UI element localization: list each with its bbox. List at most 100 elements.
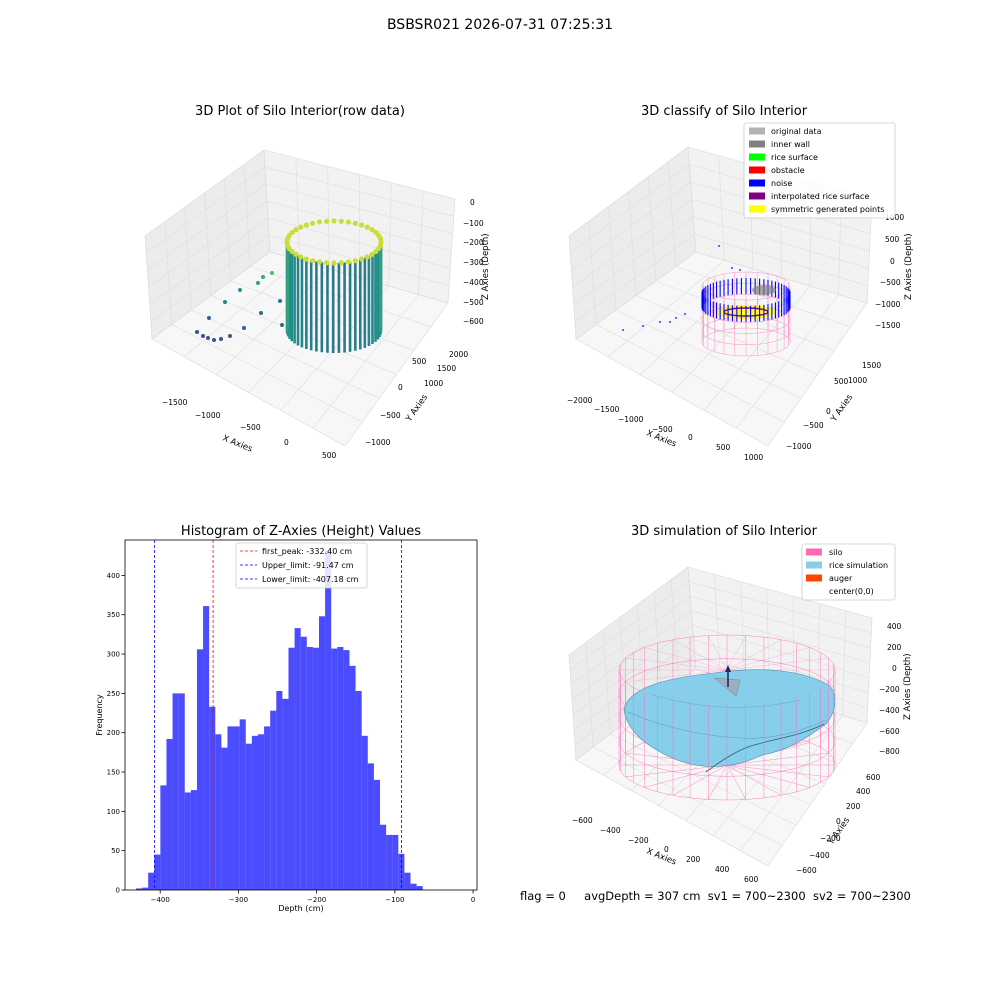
sim-xtick: 600 [744, 875, 759, 884]
histogram-bar [282, 698, 289, 890]
data-point [352, 220, 358, 226]
simulation-silo-wireframe-front [618, 670, 836, 800]
legend-label: rice simulation [829, 561, 888, 570]
histogram-bar [209, 706, 216, 890]
histogram-bar [410, 883, 417, 890]
data-point [377, 236, 384, 242]
classify-z-axis-label: Z Axies (Depth) [904, 233, 914, 300]
raw-ztick: −400 [463, 278, 484, 287]
histogram-bar [355, 691, 362, 890]
histogram-bar [196, 649, 204, 890]
simulation-legend: silo rice simulation auger center(0,0) [801, 543, 896, 601]
cls-xtick: 1000 [744, 453, 763, 462]
legend-label: auger [829, 574, 853, 583]
raw-ztick: −500 [463, 298, 484, 307]
histogram-bar [386, 834, 393, 890]
raw-ytick: −500 [380, 411, 401, 420]
sim-xtick: 200 [686, 855, 701, 864]
legend-swatch [749, 166, 765, 174]
classify-legend: original data inner wall rice surface ob… [743, 122, 896, 219]
histogram-bar [276, 691, 283, 890]
raw-ztick: −300 [463, 258, 484, 267]
raw-ztick: −600 [463, 317, 484, 326]
histogram-legend: first_peak: -332.40 cm Upper_limit: -91.… [235, 542, 368, 589]
legend-label: first_peak: -332.40 cm [262, 547, 352, 556]
legend-swatch [749, 127, 765, 135]
data-point [345, 259, 352, 265]
y-tick-label: 50 [111, 847, 120, 855]
cls-ztick: 0 [890, 257, 895, 266]
cls-ytick: 1500 [862, 361, 881, 370]
raw-3d-plot: −1500 −1000 −500 0 500 −1000 −500 0 500 … [144, 149, 491, 460]
simulation-plot-title: 3D simulation of Silo Interior [631, 524, 817, 539]
histogram-reference-lines [154, 540, 402, 890]
data-point [201, 334, 205, 338]
histogram-bar [343, 650, 350, 890]
histogram-bar [166, 738, 173, 890]
y-tick-label: 400 [107, 572, 120, 580]
histogram-bar [404, 872, 411, 890]
data-point [219, 337, 223, 341]
histogram-bar [325, 550, 332, 890]
data-point [364, 254, 370, 260]
histogram-bar [331, 648, 338, 890]
legend-label: noise [771, 179, 792, 188]
data-point [369, 251, 375, 257]
cls-xtick: −2000 [567, 396, 593, 405]
histogram-bar [154, 854, 161, 890]
histogram-bar [172, 693, 179, 890]
histogram-bar [367, 763, 374, 890]
x-tick-label: −200 [307, 896, 326, 904]
histogram-bar [416, 886, 423, 890]
sim-ytick: −600 [796, 866, 817, 875]
classify-3d-plot: −2000 −1500 −1000 −500 0 500 1000 −1000 … [567, 122, 914, 462]
data-point [331, 218, 337, 224]
data-point [324, 218, 330, 224]
data-point [256, 281, 260, 285]
raw-xtick: 0 [284, 438, 289, 447]
histogram-x-ticks: −400 −300 −200 −100 0 [151, 890, 475, 904]
histogram-bar [190, 790, 197, 890]
inner-wall-points [752, 285, 776, 295]
cls-ytick: −1000 [786, 442, 812, 451]
histogram-bar [142, 887, 149, 890]
legend-label: obstacle [771, 166, 805, 175]
sim-ztick: −800 [879, 747, 900, 756]
cls-ytick: −500 [803, 421, 824, 430]
histogram-bar [349, 665, 356, 890]
data-point [369, 227, 375, 233]
sim-xtick: −600 [572, 816, 593, 825]
legend-label: Upper_limit: -91.47 cm [262, 561, 354, 570]
histogram-bar [264, 726, 271, 890]
histogram-y-axis-label: Frequency [95, 694, 104, 736]
legend-label: Lower_limit: -407.18 cm [262, 575, 359, 584]
simulation-x-axis-label: X Axies [645, 847, 678, 868]
raw-ytick: 1500 [437, 364, 456, 373]
y-tick-label: 0 [116, 887, 120, 895]
legend-label: rice surface [771, 153, 818, 162]
histogram-bar [373, 779, 381, 890]
cls-ztick: −1000 [875, 300, 901, 309]
data-point [316, 259, 323, 265]
legend-label: inner wall [771, 140, 810, 149]
histogram-bar [392, 834, 399, 890]
y-tick-label: 150 [107, 769, 120, 777]
data-point [298, 254, 304, 260]
raw-3d-panes [144, 149, 456, 447]
data-point [289, 229, 295, 236]
y-tick-label: 300 [107, 651, 120, 659]
noise-point [675, 317, 677, 319]
data-point [364, 224, 370, 230]
raw-point-cloud [195, 218, 384, 353]
data-point [238, 288, 242, 292]
data-point [242, 326, 246, 330]
histogram-bar [239, 719, 246, 890]
legend-label: center(0,0) [829, 587, 874, 596]
sim-ztick: −600 [879, 727, 900, 736]
cls-ztick: −500 [880, 278, 901, 287]
data-point [212, 338, 216, 342]
status-footer: flag = 0 avgDepth = 307 cm sv1 = 700~230… [520, 889, 911, 903]
data-point [310, 220, 316, 226]
noise-point [669, 321, 671, 323]
histogram-bar [221, 747, 228, 890]
